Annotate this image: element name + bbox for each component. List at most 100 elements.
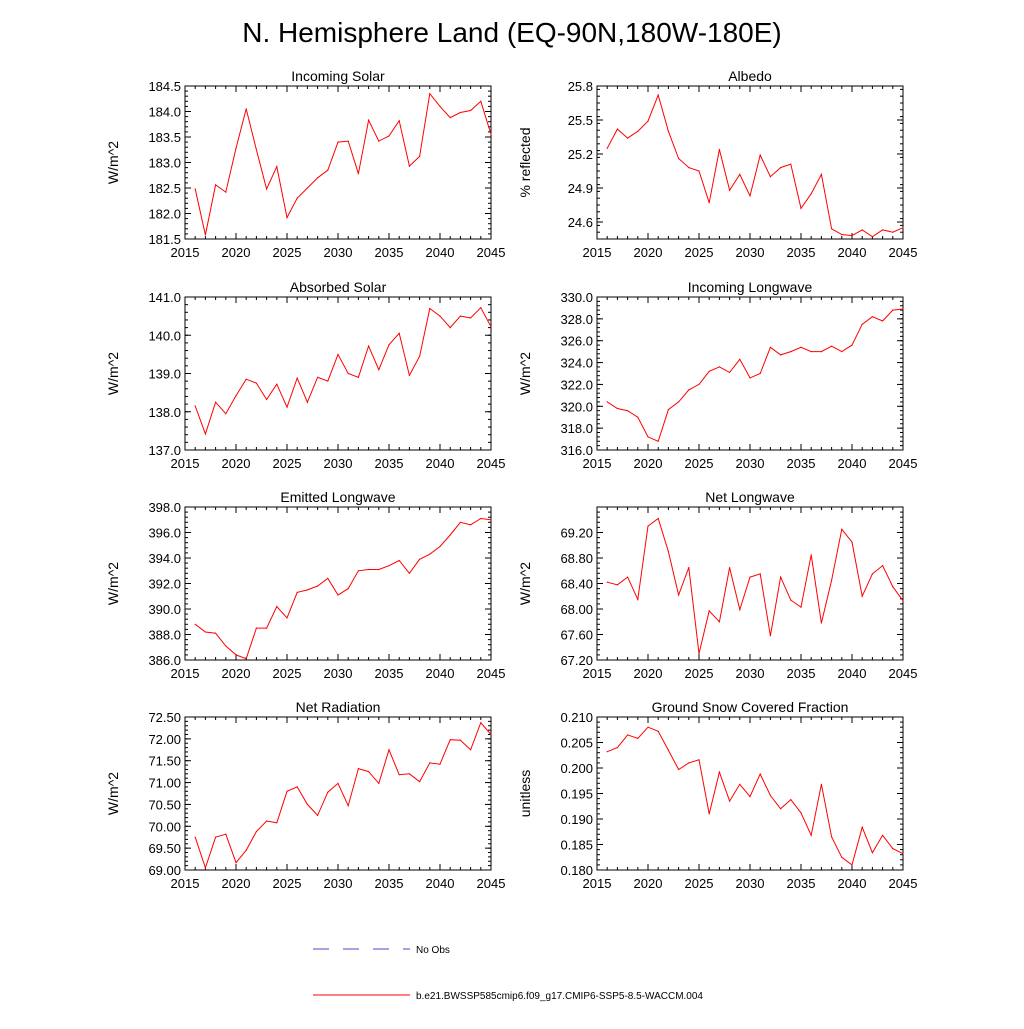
incoming-solar-data-point <box>337 141 339 143</box>
incoming-longwave-data-point <box>739 358 741 360</box>
emitted-longwave-data-point <box>266 627 268 629</box>
net-longwave-data-point <box>678 594 680 596</box>
ground-snow-covered-fraction-title: Ground Snow Covered Fraction <box>652 699 849 715</box>
albedo-data-point <box>902 227 904 229</box>
emitted-longwave-xtick-label: 2040 <box>426 666 455 681</box>
ground-snow-covered-fraction-data-point <box>841 856 843 858</box>
emitted-longwave-xtick-label: 2025 <box>273 666 302 681</box>
ground-snow-covered-fraction-data-point <box>902 853 904 855</box>
net-longwave-data-point <box>708 610 710 612</box>
net-longwave-xtick-label: 2025 <box>685 666 714 681</box>
incoming-solar-data-point <box>378 140 380 142</box>
emitted-longwave-data-point <box>225 645 227 647</box>
incoming-longwave-data-point <box>769 346 772 348</box>
ground-snow-covered-fraction-data-point <box>851 864 853 866</box>
absorbed-solar-ytick-label: 138.0 <box>148 405 181 420</box>
net-longwave-data-point <box>637 598 639 601</box>
absorbed-solar-xtick-label: 2040 <box>426 456 455 471</box>
incoming-longwave-ytick-label: 330.0 <box>560 290 593 305</box>
incoming-solar-plot-frame <box>184 85 492 240</box>
emitted-longwave-xtick-label: 2030 <box>324 666 353 681</box>
net-longwave-data-point <box>647 525 649 527</box>
net-longwave-data-point <box>749 576 751 578</box>
incoming-longwave-data-point <box>759 372 761 375</box>
panel-emitted-longwave: 2015 2020 2025 2030 2035 2040 2045 386.0 388.0 39… <box>105 489 505 681</box>
net-radiation-xtick-label: 2020 <box>222 876 251 891</box>
net-radiation-data-point <box>347 805 349 807</box>
ground-snow-covered-fraction-data-point <box>637 737 639 740</box>
albedo-data-point <box>667 130 670 132</box>
incoming-solar-ytick-label: 183.5 <box>148 130 181 145</box>
net-longwave-data-point <box>667 551 670 553</box>
albedo-data-point <box>820 173 823 175</box>
incoming-longwave-ylabel: W/m^2 <box>517 352 533 395</box>
net-longwave-data-point <box>698 653 700 655</box>
net-radiation-data-point <box>480 722 482 724</box>
incoming-longwave-data-point <box>678 401 680 403</box>
emitted-longwave-data-point <box>347 588 349 590</box>
albedo-plot-frame <box>596 85 904 240</box>
incoming-longwave-data-point <box>606 401 608 403</box>
incoming-solar-ytick-label: 181.5 <box>148 232 181 247</box>
net-radiation-data-point <box>235 862 237 864</box>
net-radiation-data-point <box>408 773 410 775</box>
incoming-solar-data-point <box>266 188 268 190</box>
net-radiation-series-line <box>194 721 492 870</box>
incoming-solar-data-point <box>490 133 492 135</box>
absorbed-solar-data-point <box>357 376 359 378</box>
emitted-longwave-data-point <box>398 559 400 562</box>
net-radiation-data-point <box>245 849 247 851</box>
incoming-solar-ytick-label: 182.5 <box>148 181 181 196</box>
ground-snow-covered-fraction-ytick-label: 0.190 <box>560 812 593 827</box>
incoming-solar-data-point <box>245 108 247 110</box>
incoming-longwave-ytick-label: 324.0 <box>560 356 593 371</box>
incoming-solar-data-point <box>276 166 278 168</box>
ground-snow-covered-fraction-data-point <box>861 826 863 828</box>
incoming-solar-data-point <box>449 117 451 119</box>
net-radiation-data-point <box>306 803 308 806</box>
albedo-xtick-label: 2015 <box>583 245 612 260</box>
absorbed-solar-ytick-label: 140.0 <box>148 328 181 343</box>
ground-snow-covered-fraction-series-line <box>607 726 904 866</box>
albedo-series-line <box>606 93 904 238</box>
net-radiation-ytick-label: 72.50 <box>148 710 181 725</box>
ground-snow-covered-fraction-data-point <box>759 773 761 775</box>
incoming-longwave-data-point <box>861 323 863 325</box>
panel-absorbed-solar: 2015 2020 2025 2030 2035 2040 2045 137.0 138.0 13… <box>105 279 505 471</box>
incoming-longwave-xtick-label: 2045 <box>889 456 918 471</box>
ground-snow-covered-fraction-xtick-label: 2045 <box>889 876 918 891</box>
incoming-longwave-data-point <box>616 407 619 410</box>
ground-snow-covered-fraction-data-point <box>800 812 802 814</box>
albedo-data-point <box>729 189 731 191</box>
emitted-longwave-title: Emitted Longwave <box>280 489 395 505</box>
net-radiation-ytick-label: 71.50 <box>148 754 181 769</box>
incoming-solar-data-point <box>357 173 359 175</box>
albedo-data-point <box>718 148 721 151</box>
albedo-data-point <box>810 193 812 195</box>
emitted-longwave-data-point <box>449 534 451 536</box>
panel-net-longwave: 2015 2020 2025 2030 2035 2040 2045 67.20 67.60 68… <box>517 489 917 681</box>
net-longwave-data-point <box>810 554 812 556</box>
incoming-solar-data-point <box>459 111 461 114</box>
panel-incoming-solar: 2015 2020 2025 2030 2035 2040 2045 181.5 182.0 18… <box>105 68 505 260</box>
ground-snow-covered-fraction-data-point <box>780 808 782 810</box>
net-radiation-data-point <box>368 771 370 773</box>
albedo-data-point <box>759 154 761 156</box>
emitted-longwave-ylabel: W/m^2 <box>105 562 121 605</box>
net-radiation-xtick-label: 2035 <box>375 876 404 891</box>
emitted-longwave-xtick-label: 2020 <box>222 666 251 681</box>
absorbed-solar-plot-frame <box>184 296 492 451</box>
albedo-data-point <box>606 147 608 149</box>
net-longwave-data-point <box>820 622 823 624</box>
albedo-data-point <box>698 170 700 172</box>
incoming-longwave-ytick-label: 318.0 <box>560 421 593 436</box>
absorbed-solar-ylabel: W/m^2 <box>105 352 121 395</box>
net-radiation-data-point <box>449 739 451 741</box>
ground-snow-covered-fraction-data-point <box>769 794 772 797</box>
emitted-longwave-data-point <box>276 605 278 608</box>
net-longwave-data-point <box>627 576 629 578</box>
ground-snow-covered-fraction-data-point <box>616 747 619 749</box>
ground-snow-covered-fraction-data-point <box>606 751 608 753</box>
